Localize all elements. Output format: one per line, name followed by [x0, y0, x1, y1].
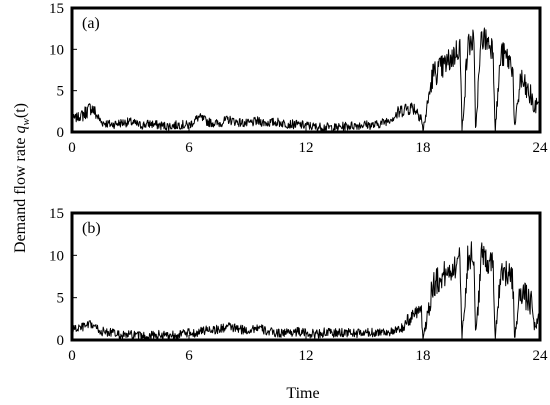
y-axis-title: Demand flow rate qw(t)	[12, 103, 32, 253]
y-tick-label-b: 5	[57, 291, 65, 307]
y-tick-label-b: 10	[49, 248, 64, 264]
x-tick-label-b: 0	[68, 348, 76, 364]
x-tick-label-b: 6	[185, 348, 193, 364]
panel-label-a: (a)	[82, 15, 100, 32]
x-tick-label-b: 18	[416, 348, 431, 364]
panel-a: 0 6 12 18 24 0 5 10 15 (a)	[49, 1, 548, 156]
panel-label-b: (b)	[82, 220, 101, 237]
series-line-a	[71, 27, 541, 133]
y-tick-label-a: 5	[57, 84, 65, 100]
y-axis-title-q: q	[12, 125, 29, 133]
y-tick-label-a: 0	[57, 125, 65, 141]
x-tick-label-a: 18	[416, 140, 431, 156]
y-tick-label-b: 15	[49, 206, 64, 222]
y-axis-title-sub: w	[20, 117, 32, 125]
x-tick-label-a: 0	[68, 140, 76, 156]
y-axis-title-tail: (t)	[12, 103, 29, 118]
x-tick-label-a: 6	[185, 140, 193, 156]
panel-b: 0 6 12 18 24 0 5 10 15 (b)	[49, 206, 548, 364]
x-tick-label-b: 12	[299, 348, 314, 364]
x-axis-title: Time	[286, 385, 319, 402]
y-tick-label-b: 0	[57, 333, 65, 349]
plot-frame-b	[70, 211, 542, 342]
series-line-b	[71, 241, 541, 341]
y-tick-label-a: 10	[49, 42, 64, 58]
x-tick-label-a: 24	[533, 140, 549, 156]
x-tick-label-b: 24	[533, 348, 549, 364]
plot-frame-a	[70, 6, 542, 134]
y-axis-title-main: Demand flow rate	[12, 133, 29, 253]
x-tick-label-a: 12	[299, 140, 314, 156]
y-tick-label-a: 15	[49, 1, 64, 17]
